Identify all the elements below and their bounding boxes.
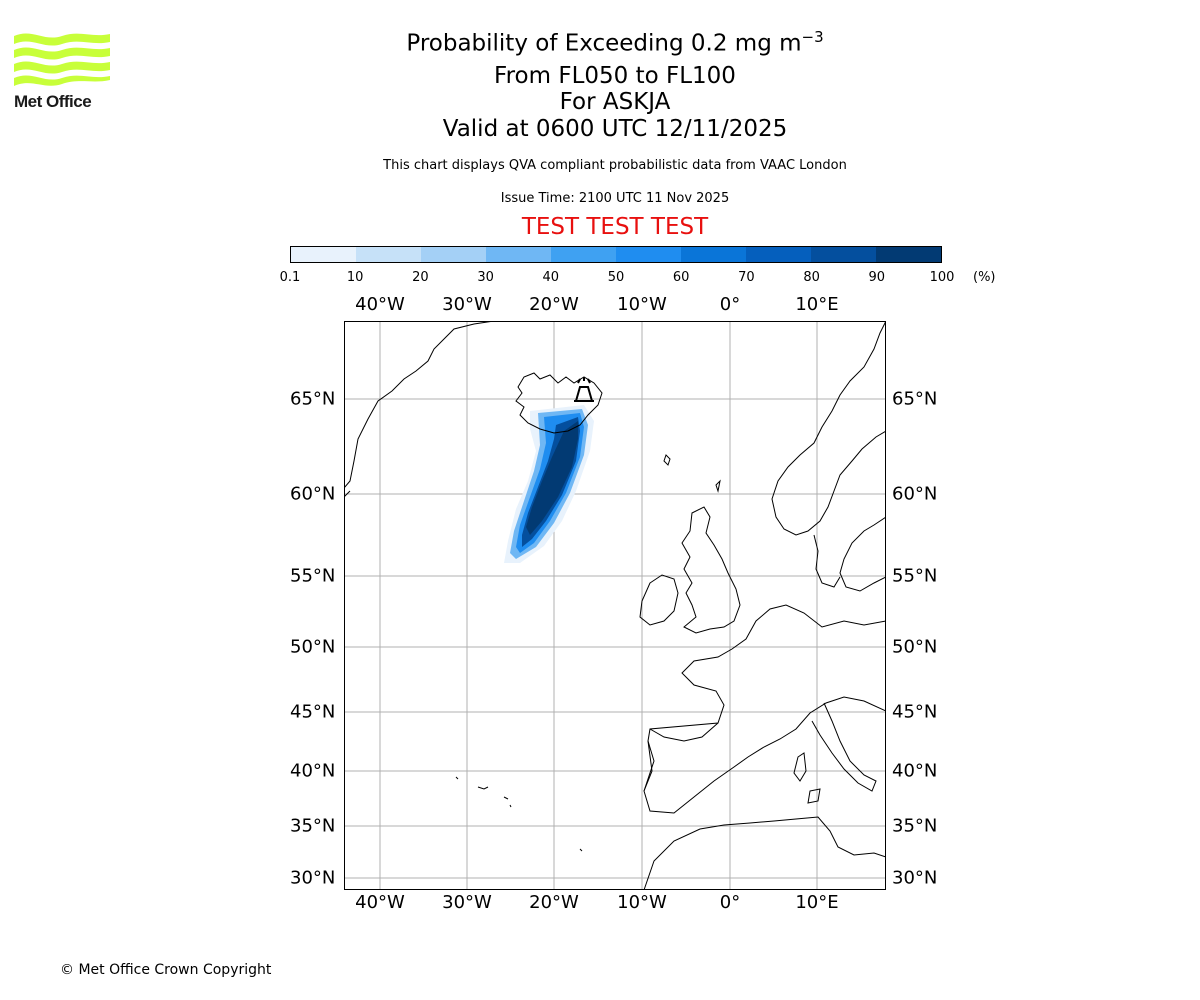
longitude-label: 0° [719,294,741,315]
longitude-label: 20°W [529,892,579,913]
latitude-label: 35°N [892,815,938,837]
colorbar-segment [811,247,876,262]
colorbar-tick-label: 70 [738,270,755,285]
colorbar-segment [746,247,811,262]
latitude-label: 45°N [892,701,938,723]
colorbar-unit: (%) [973,270,996,285]
met-office-logo-text: Met Office [14,92,92,111]
colorbar-tick-label: 30 [477,270,494,285]
latitude-label: 45°N [290,701,336,723]
flight-level-range: From FL050 to FL100 [494,63,736,89]
colorbar-segment [356,247,421,262]
colorbar-tick-label: 50 [607,270,625,285]
colorbar-tick-label: 10 [346,270,364,285]
north-africa-coast [643,816,886,890]
latitude-label: 50°N [892,636,938,658]
ash-probability-plume [504,405,594,563]
colorbar-segment [486,247,551,262]
colorbar-segment [681,247,746,262]
iceland-coast [515,372,603,434]
longitude-label: 30°W [442,294,492,315]
map-background [344,321,886,890]
colorbar-segment [876,247,941,262]
longitude-label: 10°W [617,294,667,315]
colorbar [290,246,942,263]
colorbar-tick-label: 100 [929,270,955,285]
great-britain-coast [681,506,741,634]
volcano-name: For ASKJA [559,89,671,115]
italy-coast [811,702,877,792]
probability-map [344,321,886,890]
longitude-label: 0° [719,892,741,913]
latitude-label: 65°N [290,388,336,410]
map-frame [344,321,886,890]
colorbar-tick-label: 20 [412,270,429,285]
colorbar-tick-label: 80 [803,270,820,285]
greenland-coast [344,321,495,489]
coastlines [344,321,886,890]
longitude-label: 20°W [529,294,579,315]
latitude-label: 65°N [892,388,938,410]
colorbar-segment [616,247,681,262]
issue-time: Issue Time: 2100 UTC 11 Nov 2025 [500,191,730,206]
volcano-icon [574,377,594,402]
latitude-label: 35°N [290,815,336,837]
latitude-label: 30°N [892,867,938,889]
latitude-label: 60°N [290,483,336,505]
colorbar-segment [421,247,486,262]
chart-description: This chart displays QVA compliant probab… [383,158,847,173]
chart-title: Probability of Exceeding 0.2 mg m−3 [406,28,824,57]
test-banner: TEST TEST TEST [521,214,709,240]
latitude-label: 60°N [892,483,938,505]
latitude-label: 50°N [290,636,336,658]
valid-time: Valid at 0600 UTC 12/11/2025 [442,116,788,142]
longitude-label: 40°W [355,892,405,913]
latitude-label: 40°N [892,760,938,782]
longitude-label: 10°E [795,892,839,913]
latitude-label: 55°N [892,565,938,587]
colorbar-tick-label: 60 [672,270,690,285]
ireland-coast [639,574,679,626]
copyright-notice: © Met Office Crown Copyright [60,962,272,978]
latitude-label: 55°N [290,565,336,587]
colorbar-tick-label: 0.1 [279,270,301,285]
colorbar-segment [291,247,356,262]
colorbar-tick-label: 40 [542,270,560,285]
longitude-label: 30°W [442,892,492,913]
longitude-label: 10°E [795,294,839,315]
latitude-label: 40°N [290,760,336,782]
longitude-label: 10°W [617,892,667,913]
colorbar-segment [551,247,616,262]
longitude-label: 40°W [355,294,405,315]
colorbar-tick-label: 90 [868,270,886,285]
latitude-label: 30°N [290,867,336,889]
scandinavia-coast [771,321,886,536]
met-office-logo-icon [14,33,110,86]
chart-title-superscript: −3 [801,28,824,46]
